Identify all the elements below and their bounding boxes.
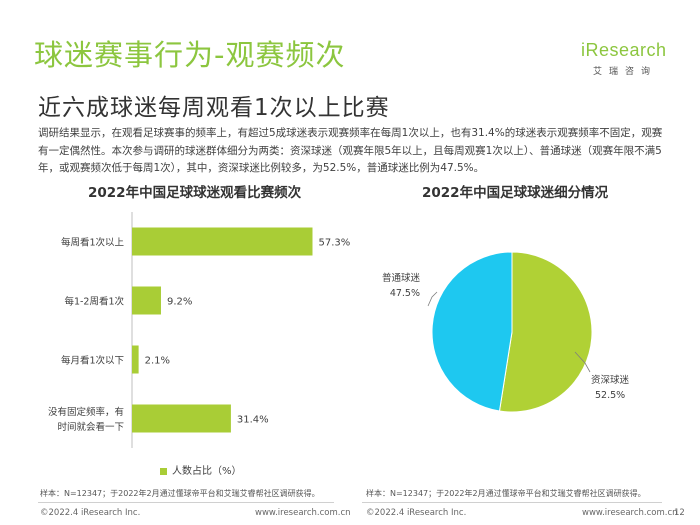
bar <box>132 286 161 315</box>
page-title: 球迷赛事行为-观赛频次 <box>34 38 346 72</box>
iresearch-logo: iResearch 艾瑞咨询 <box>581 38 667 78</box>
page-subtitle: 近六成球迷每周观看1次以上比赛 <box>38 95 390 121</box>
source-note-left: 样本：N=12347；于2022年2月通过懂球帝平台和艾瑞艾睿帮社区调研获得。 <box>40 489 320 498</box>
pie-slice <box>431 251 513 412</box>
footer-divider <box>38 502 334 503</box>
pie-chart: 资深球迷 52.5% 普通球迷 47.5% <box>382 251 630 413</box>
bar-value-label: 57.3% <box>318 238 350 249</box>
page-number: 12 <box>674 508 685 518</box>
bar-value-label: 9.2% <box>167 297 192 308</box>
bar-value-label: 31.4% <box>237 415 269 426</box>
pie-slice-label: 普通球迷 <box>382 272 421 284</box>
pie-leader-line <box>427 291 438 307</box>
pie-value-label: 52.5% <box>595 390 625 401</box>
pie-value-label: 47.5% <box>390 288 420 299</box>
pie-slice-label: 资深球迷 <box>591 374 630 386</box>
legend-label: 人数占比（%） <box>172 466 242 477</box>
bar <box>132 345 139 374</box>
footer-copyright: ©2022.4 iResearch Inc. <box>366 508 467 518</box>
pie-leader-line <box>574 351 591 373</box>
source-note-right: 样本：N=12347；于2022年2月通过懂球帝平台和艾瑞艾睿帮社区调研获得。 <box>366 489 646 498</box>
bar-category-label: 每1-2周看1次 <box>64 296 124 308</box>
bar-chart-title: 2022年中国足球球迷观看比赛频次 <box>88 185 302 201</box>
bar-chart: 57.3% 每周看1次以上 9.2% 每1-2周看1次 2.1% 每月看1次以下 31.4%… <box>48 212 350 448</box>
bar-category-label: 每周看1次以上 <box>61 237 125 249</box>
footer-divider <box>362 502 662 503</box>
bar-category-label: 每月看1次以下 <box>61 355 124 367</box>
pie-slice <box>498 251 593 413</box>
logo-subtitle: 艾瑞咨询 <box>593 67 658 77</box>
footer-copyright: ©2022.4 iResearch Inc. <box>40 508 141 518</box>
bar <box>132 227 313 256</box>
bar-category-label: 时间就会看一下 <box>57 421 124 433</box>
pie-chart-title: 2022年中国足球球迷细分情况 <box>422 185 609 201</box>
footer-url: www.iresearch.com.cn <box>255 508 351 518</box>
bar-category-label: 没有固定频率，有 <box>48 406 124 418</box>
bar-legend: 人数占比（%） <box>160 462 242 477</box>
bar-value-label: 2.1% <box>145 356 170 367</box>
intro-paragraph: 调研结果显示，在观看足球赛事的频率上，有超过5成球迷表示观赛频率在每周1次以上，… <box>38 127 663 174</box>
bar <box>132 404 231 433</box>
logo-brand: iResearch <box>581 40 667 60</box>
legend-swatch <box>160 467 167 475</box>
footer-url: www.iresearch.com.cn <box>582 508 678 518</box>
